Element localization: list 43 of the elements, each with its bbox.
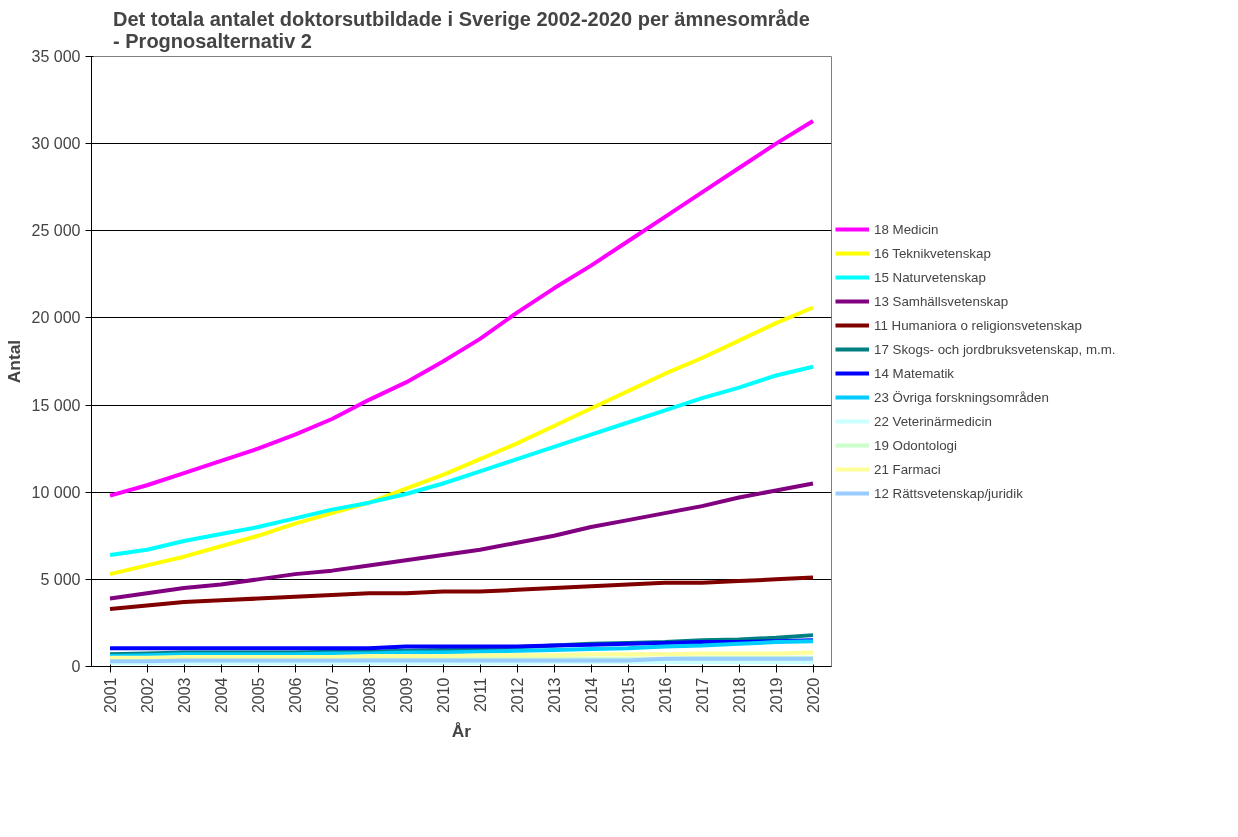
x-tick-label: 2010 <box>435 677 452 714</box>
y-tick-label: 35 000 <box>31 48 81 65</box>
x-tick-label: 2013 <box>546 677 563 714</box>
x-tick-label: 2011 <box>472 677 489 712</box>
x-tick-label: 2019 <box>768 677 785 714</box>
x-tick-label: 2006 <box>287 677 304 714</box>
y-tick-label: 5 000 <box>40 570 81 588</box>
legend-label: 13 Samhällsvetenskap <box>874 293 1009 309</box>
legend-label: 12 Rättsvetenskap/juridik <box>874 485 1023 501</box>
x-tick-label: 2015 <box>620 677 637 714</box>
legend-label: 14 Matematik <box>874 365 955 381</box>
y-tick-label: 10 000 <box>31 483 81 501</box>
legend-label: 23 Övriga forskningsområden <box>874 389 1049 405</box>
x-tick-label: 2005 <box>250 677 267 714</box>
x-tick-label: 2009 <box>398 677 415 714</box>
y-tick-label: 20 000 <box>31 309 81 327</box>
legend-label: 22 Veterinärmedicin <box>874 413 992 429</box>
y-tick-label: 25 000 <box>31 222 81 240</box>
x-tick-label: 2016 <box>657 677 674 714</box>
x-tick-label: 2007 <box>324 677 341 714</box>
x-tick-label: 2017 <box>694 677 711 714</box>
x-tick-label: 2014 <box>583 677 600 714</box>
x-tick-label: 2012 <box>509 677 526 714</box>
x-tick-label: 2002 <box>139 677 156 714</box>
legend-label: 21 Farmaci <box>874 461 941 477</box>
x-axis-title: År <box>451 721 472 742</box>
legend-label: 19 Odontologi <box>874 437 957 453</box>
legend-label: 16 Teknikvetenskap <box>874 245 991 261</box>
y-axis-title: Antal <box>3 339 24 384</box>
legend-label: 15 Naturvetenskap <box>874 269 986 285</box>
x-tick-label: 2020 <box>805 677 822 714</box>
x-tick-label: 2004 <box>213 677 230 714</box>
x-tick-label: 2001 <box>102 677 119 714</box>
legend-label: 18 Medicin <box>874 221 939 237</box>
legend-label: 17 Skogs- och jordbruksvetenskap, m.m. <box>874 341 1116 357</box>
y-tick-label: 15 000 <box>31 396 81 414</box>
chart-title: Det totala antalet doktorsutbildade i Sverige 2002-2020 per ämnesområde - Prognosalternativ 2 <box>113 7 810 52</box>
y-tick-label: 30 000 <box>31 135 81 153</box>
x-tick-label: 2008 <box>361 677 378 714</box>
x-tick-label: 2018 <box>731 677 748 714</box>
y-tick-label: 0 <box>71 658 81 675</box>
legend-label: 11 Humaniora o religionsvetenskap <box>874 317 1082 333</box>
x-tick-label: 2003 <box>176 677 193 714</box>
